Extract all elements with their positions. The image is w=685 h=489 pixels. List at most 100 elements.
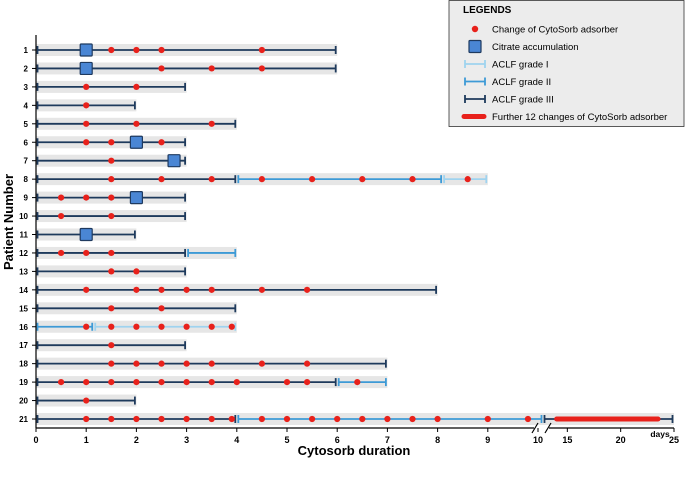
- change-marker: [83, 139, 90, 146]
- change-marker: [354, 379, 361, 386]
- change-marker: [83, 102, 90, 109]
- change-marker: [158, 360, 165, 367]
- change-marker: [83, 249, 90, 257]
- change-marker: [58, 212, 65, 220]
- change-marker: [233, 379, 240, 386]
- change-marker: [158, 286, 165, 293]
- change-marker: [384, 415, 391, 423]
- change-marker: [183, 379, 190, 386]
- change-marker: [108, 139, 115, 146]
- change-marker: [108, 176, 115, 183]
- change-marker: [359, 415, 366, 423]
- change-marker: [309, 415, 316, 423]
- y-tick-label: 21: [19, 415, 28, 424]
- y-tick-label: 10: [19, 212, 28, 221]
- citrate-marker: [79, 43, 93, 57]
- change-marker: [158, 139, 165, 146]
- change-marker: [334, 415, 341, 423]
- change-marker: [524, 415, 532, 423]
- change-marker: [158, 46, 165, 54]
- change-marker: [108, 212, 115, 220]
- change-marker: [434, 415, 441, 423]
- legend-label-g2: ACLF grade II: [492, 77, 551, 88]
- change-marker: [58, 194, 65, 201]
- citrate-marker: [167, 154, 181, 168]
- citrate-marker: [129, 135, 143, 149]
- change-marker: [208, 286, 215, 293]
- plot-area: [36, 43, 674, 425]
- x-tick-label: 15: [562, 435, 572, 445]
- change-marker: [183, 323, 190, 330]
- x-tick-label: 25: [669, 435, 679, 445]
- change-marker: [133, 286, 140, 293]
- y-tick-label: 14: [19, 286, 28, 295]
- y-tick-label: 9: [24, 194, 29, 203]
- y-tick-label: 2: [24, 64, 29, 73]
- x-tick-label: 5: [284, 435, 289, 445]
- change-marker: [258, 360, 265, 367]
- y-tick-label: 5: [24, 120, 29, 129]
- y-tick-label: 12: [19, 249, 28, 258]
- change-marker: [133, 379, 140, 386]
- change-marker: [83, 286, 90, 293]
- change-marker: [208, 65, 215, 72]
- y-tick-label: 15: [19, 304, 28, 313]
- change-marker: [108, 360, 115, 367]
- x-tick-label: 3: [184, 435, 189, 445]
- change-marker: [108, 157, 115, 164]
- change-marker: [183, 415, 190, 423]
- x-axis-break-mark: [531, 422, 539, 434]
- legend-label-citrate: Citrate accumulation: [492, 42, 579, 53]
- change-marker: [208, 323, 215, 330]
- change-marker: [83, 83, 90, 90]
- x-tick-label: 8: [435, 435, 440, 445]
- change-marker: [108, 379, 115, 386]
- change-marker: [158, 65, 165, 72]
- change-marker: [83, 379, 90, 386]
- change-marker: [58, 379, 65, 386]
- x-tick-label: 0: [33, 435, 38, 445]
- change-marker: [108, 194, 115, 201]
- change-marker: [283, 415, 291, 423]
- change-marker: [108, 305, 115, 312]
- y-tick-label: 20: [19, 397, 28, 406]
- change-marker: [133, 415, 140, 423]
- change-marker: [208, 176, 215, 183]
- change-marker: [58, 249, 65, 257]
- y-tick-label: 4: [24, 101, 29, 110]
- change-marker: [359, 176, 366, 183]
- x-tick-label: 10: [533, 435, 543, 445]
- change-marker: [208, 360, 215, 367]
- change-marker: [409, 176, 416, 183]
- change-marker: [158, 305, 165, 312]
- change-marker: [258, 65, 265, 72]
- citrate-marker: [79, 227, 93, 242]
- x-axis-unit: days: [650, 429, 670, 439]
- legend-label-change: Change of CytoSorb adsorber: [492, 25, 618, 36]
- change-marker: [83, 120, 90, 127]
- legend-box: [448, 0, 685, 127]
- change-marker: [158, 176, 165, 183]
- change-marker: [409, 415, 416, 423]
- x-tick-label: 2: [134, 435, 139, 445]
- y-tick-label: 18: [19, 360, 28, 369]
- x-tick-label: 20: [616, 435, 626, 445]
- change-marker: [158, 415, 165, 423]
- change-marker: [183, 286, 190, 293]
- y-tick-label: 3: [24, 83, 29, 92]
- change-marker: [83, 323, 90, 330]
- change-marker: [108, 268, 115, 275]
- y-tick-label: 16: [19, 323, 28, 332]
- change-marker: [484, 415, 491, 423]
- change-marker: [108, 415, 115, 423]
- change-marker: [303, 286, 311, 293]
- y-tick-label: 7: [24, 157, 29, 166]
- legend-title: LEGENDS: [463, 5, 512, 16]
- citrate-marker: [79, 61, 93, 76]
- y-tick-label: 17: [19, 341, 28, 350]
- legend-entries: Change of CytoSorb adsorber Citrate accum…: [461, 25, 667, 123]
- x-axis: 0 1 2 3 4 5 6 7 8 9 10 15 20 25: [33, 422, 679, 445]
- change-marker: [228, 415, 235, 423]
